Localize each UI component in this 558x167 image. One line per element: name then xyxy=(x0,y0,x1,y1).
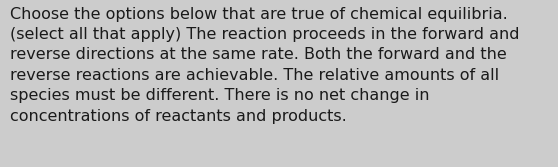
Text: Choose the options below that are true of chemical equilibria.
(select all that : Choose the options below that are true o… xyxy=(10,7,519,124)
